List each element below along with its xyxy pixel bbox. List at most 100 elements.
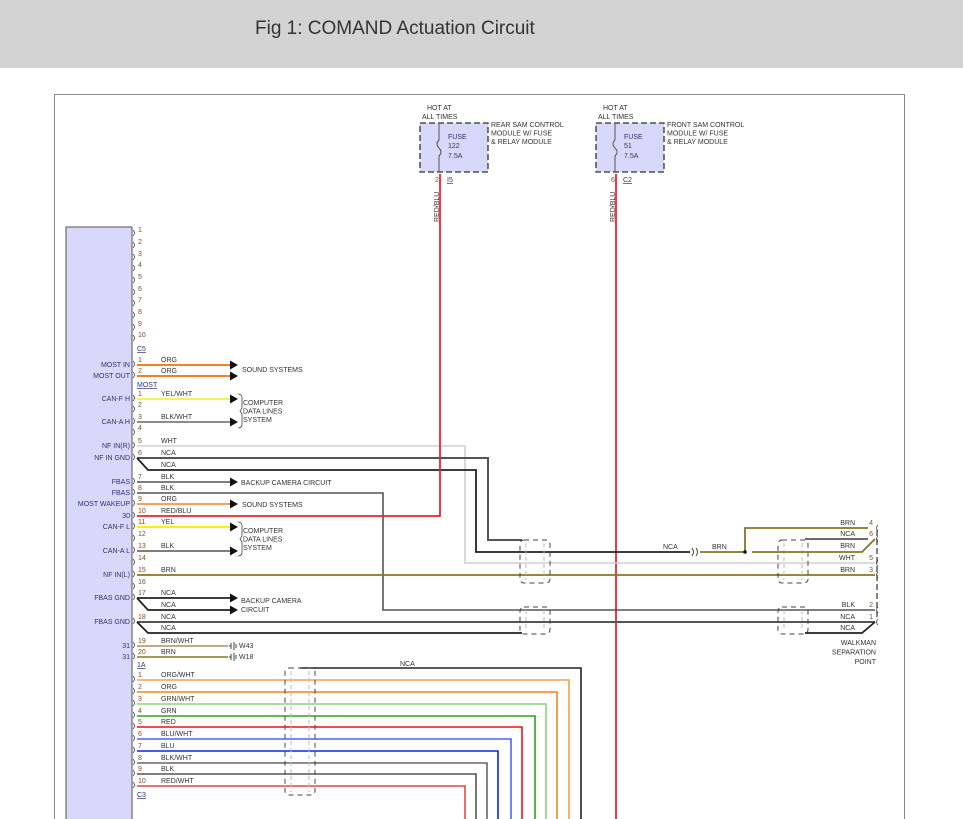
signal-label: FBAS GND <box>94 619 130 626</box>
wire-fbas-8 <box>137 492 875 611</box>
arrow-icon <box>230 546 238 556</box>
destination-backup-camera: BACKUP CAMERA <box>241 598 302 605</box>
wire-label: BRN <box>840 567 855 574</box>
pin-terminal-icon <box>132 582 135 590</box>
pin-terminal-icon <box>132 428 135 436</box>
signal-label: CAN-A H <box>102 419 130 426</box>
bracket-icon <box>237 521 243 557</box>
pin-terminal-icon <box>132 522 135 530</box>
fuse-rating: 7.5A <box>624 153 639 160</box>
wire-c3 <box>137 715 536 819</box>
wire-label: NCA <box>161 602 176 609</box>
signal-label: MOST OUT <box>93 373 131 380</box>
wire-label: RED <box>161 719 176 726</box>
wire-c3 <box>137 679 570 819</box>
pin-terminal-icon <box>132 687 135 695</box>
diagram-frame <box>54 94 905 819</box>
figure-title: Fig 1: COMAND Actuation Circuit <box>255 18 535 39</box>
pin-number: 1 <box>138 357 142 364</box>
wire-c3 <box>137 750 499 819</box>
shield-icon <box>777 539 809 584</box>
pin-number: 9 <box>138 766 142 773</box>
bracket-icon <box>237 393 243 429</box>
pin-number: 6 <box>869 531 873 538</box>
pin-number: 19 <box>138 638 146 645</box>
wire-c3 <box>137 738 512 819</box>
wire-label: BRN <box>840 543 855 550</box>
separation-label: WALKMAN <box>841 640 876 647</box>
inline-connector-icon <box>691 547 698 557</box>
pin-number: 14 <box>138 555 146 562</box>
pin-number: 18 <box>138 614 146 621</box>
pin-number: 2 <box>869 602 873 609</box>
pin-number: 1 <box>138 227 142 234</box>
wire-label: WHT <box>839 555 856 562</box>
connector-label: C5 <box>137 346 146 353</box>
pin-number: 11 <box>138 519 145 526</box>
pin-number: 2 <box>138 239 142 246</box>
destination-data-lines: COMPUTER <box>243 528 283 535</box>
pin-terminal-icon <box>876 618 879 626</box>
signal-label: CAN-A L <box>103 548 130 555</box>
arrow-icon <box>230 477 238 487</box>
signal-label: CAN-F H <box>102 396 130 403</box>
signal-label: 30 <box>122 513 130 520</box>
fuse-label: FUSE <box>624 134 643 141</box>
destination-data-lines: SYSTEM <box>243 545 272 552</box>
wire-label: BLK/WHT <box>161 755 193 762</box>
wire-label: NCA <box>161 614 176 621</box>
fuse-rating: 7.5A <box>448 153 463 160</box>
fuse-box <box>419 122 489 173</box>
pin-number: 4 <box>138 425 142 432</box>
signal-label: 31 <box>122 643 130 650</box>
signal-label: NF IN(R) <box>102 443 130 450</box>
wire-label: NCA <box>840 614 855 621</box>
pin-terminal-icon <box>132 488 135 496</box>
wire-label: BLK <box>161 485 175 492</box>
arrow-icon <box>230 499 238 509</box>
signal-label: 31 <box>122 654 130 661</box>
wire-label: ORG <box>161 357 177 364</box>
pin-number: 1 <box>138 672 142 679</box>
pin-terminal-icon <box>132 711 135 719</box>
pin-number: 13 <box>138 543 146 550</box>
connector-label: C3 <box>137 792 146 799</box>
wire-label: BLK <box>161 474 175 481</box>
pin-terminal-icon <box>132 570 135 578</box>
pin-terminal-icon <box>132 617 135 625</box>
wire-brn-6 <box>752 538 876 553</box>
pin-number: 4 <box>138 262 142 269</box>
signal-label: CAN-F L <box>103 524 130 531</box>
shield-icon <box>519 539 551 584</box>
arrow-icon <box>230 417 238 427</box>
wire-label: BLK/WHT <box>161 414 193 421</box>
pin-number: 8 <box>138 485 142 492</box>
wire-label: ORG <box>161 368 177 375</box>
wire-label: BRN <box>161 649 176 656</box>
fuse-label: FUSE <box>448 134 467 141</box>
wire-label: YEL <box>161 519 174 526</box>
wire-label: BLK <box>842 602 856 609</box>
wire-c3 <box>137 785 466 819</box>
wire-label: NCA <box>161 590 176 597</box>
wire-label: RED/BLU <box>161 508 191 515</box>
pin-terminal-icon <box>132 360 135 368</box>
wire-c3 <box>137 703 547 819</box>
signal-label: NF IN(L) <box>103 572 130 579</box>
wire-label: WHT <box>161 438 178 445</box>
wire-fbas-gnd-drain <box>136 597 230 611</box>
ground-icon <box>229 653 237 661</box>
pin-terminal-icon <box>132 288 135 296</box>
pin-terminal-icon <box>132 652 135 660</box>
wire-nca-bottom <box>300 667 582 819</box>
wire-label: ORG <box>161 496 177 503</box>
pin-number: 7 <box>138 474 142 481</box>
comand-module <box>65 226 133 819</box>
arrow-icon <box>230 371 238 381</box>
shield-icon <box>284 667 316 796</box>
pin-number: 7 <box>138 743 142 750</box>
wire-label: RED/BLU <box>434 192 441 222</box>
shield-icon <box>519 606 551 635</box>
wire-label: NCA <box>400 661 415 668</box>
pin-number: 8 <box>138 755 142 762</box>
